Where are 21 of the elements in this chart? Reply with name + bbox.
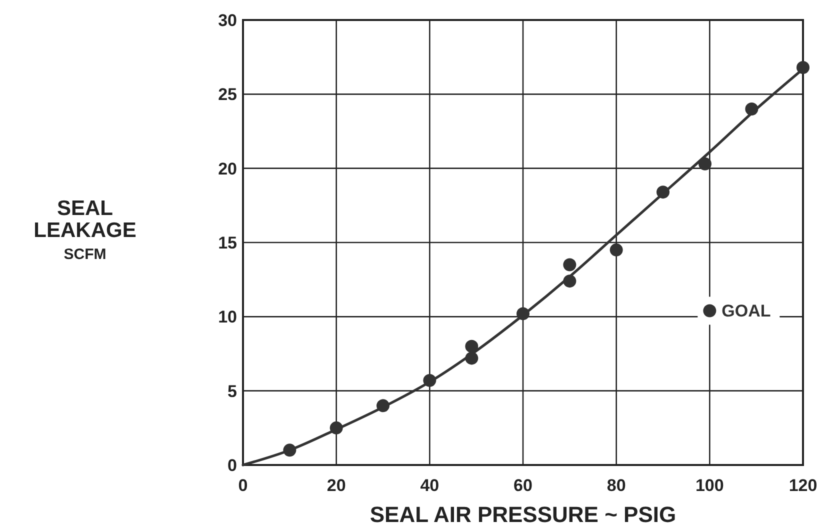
point [698,157,712,170]
y-tick-label: 25 [218,85,237,104]
y-tick-label: 30 [218,10,237,30]
point [465,340,478,353]
y-tick-label: 15 [218,233,237,252]
x-tick-label: 20 [326,476,346,495]
y-tick-label: 10 [218,308,237,327]
point [563,258,576,272]
x-tick-label: 80 [606,476,626,495]
y-tick-label: 0 [228,456,237,475]
y-axis-title: SEAL LEAKAGE SCFM [34,197,136,263]
x-tick-label: 40 [420,476,440,495]
y-tick-label: 5 [228,382,237,401]
y-tick-label: 20 [218,159,237,178]
x-tick-label: 120 [788,476,818,495]
x-tick-label: 60 [514,476,532,495]
x-axis-title: SEAL AIR PRESSURE ~ PSIG [370,502,676,527]
point [610,243,623,256]
x-tick-label: 100 [695,476,724,495]
series-label: GOAL [722,302,771,321]
point [703,304,716,318]
